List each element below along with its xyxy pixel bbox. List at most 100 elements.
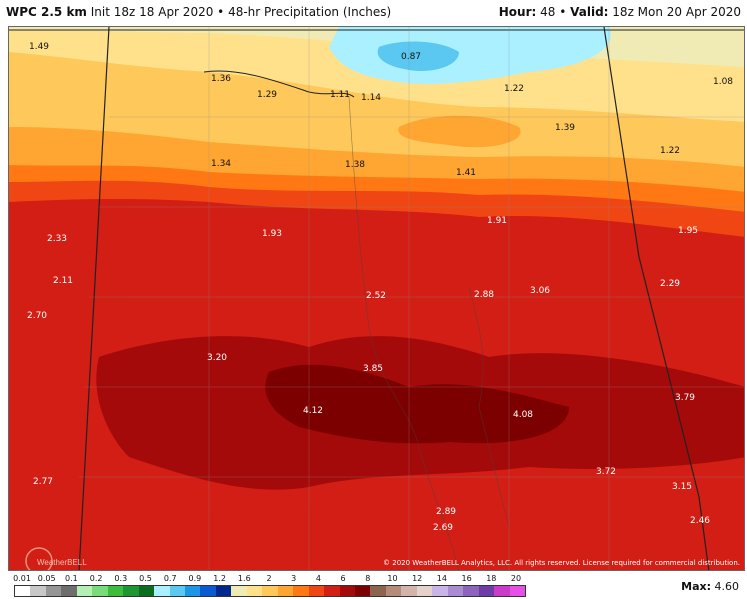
legend-tick: 10 [387,574,398,583]
value-label: 1.11 [329,90,351,100]
legend-tick: 4 [315,574,321,583]
value-label: 1.93 [261,229,283,239]
value-label: 2.69 [432,523,454,533]
legend-swatch [215,586,232,596]
model-title: WPC 2.5 km [6,5,87,19]
color-legend: 0.01 0.05 0.1 0.2 0.3 0.5 0.7 0.9 1.2 1.6 2 3 4 6 8 10 1… [13,574,526,598]
legend-tick: 6 [340,574,346,583]
legend-swatch [107,586,124,596]
value-label: 3.72 [595,467,617,477]
legend-tick: 16 [461,574,472,583]
legend-tick: 20 [510,574,522,583]
legend-swatch [200,586,216,596]
legend-tick: 1.6 [237,574,251,583]
bullet-separator: • [217,5,225,19]
legend-swatch [494,586,510,596]
value-label: 1.14 [360,93,382,103]
legend-swatch [339,586,355,596]
max-label: Max: [681,580,711,593]
legend-swatch [246,586,263,596]
init-time: Init 18z 18 Apr 2020 [90,5,214,19]
legend-swatch [385,586,402,596]
county-lines [79,27,744,570]
legend-swatch [184,586,201,596]
value-label: 1.34 [210,159,232,169]
value-label: 4.08 [512,410,534,420]
value-label: 2.29 [659,279,681,289]
legend-swatch [92,586,108,596]
value-label: 1.39 [554,123,576,133]
legend-swatch [293,586,309,596]
value-label: 1.91 [486,216,508,226]
legend-swatch [509,586,525,596]
legend-ticks: 0.01 0.05 0.1 0.2 0.3 0.5 0.7 0.9 1.2 1.6 2 3 4 6 8 10 1… [13,574,524,585]
copyright-notice: © 2020 WeatherBELL Analytics, LLC. All r… [383,559,740,567]
max-value-label: Max: 4.60 [681,580,739,593]
legend-swatch [30,586,46,596]
max-precip-core [265,364,569,444]
hour-label: Hour: [498,5,537,19]
legend-swatch [447,586,464,596]
value-label: 2.33 [46,234,68,244]
value-label: 1.38 [344,160,366,170]
bullet-separator-2: • [559,5,567,19]
legend-tick: 14 [436,574,447,583]
legend-swatch [401,586,417,596]
logo-text: WeatherBELL [37,558,87,567]
legend-tick: 8 [365,574,371,583]
header-right: Hour: 48 • Valid: 18z Mon 20 Apr 2020 [499,5,741,19]
max-value: 4.60 [714,580,740,593]
value-label: 3.79 [674,393,696,403]
value-label: 2.70 [26,311,48,321]
value-label: 1.22 [503,84,525,94]
legend-swatch [76,586,93,596]
river-alabama [468,286,510,528]
legend-swatches [14,585,526,597]
value-label: 1.08 [712,77,734,87]
value-label: 1.95 [677,226,699,236]
value-label: 1.49 [28,42,50,52]
legend-swatch [354,586,371,596]
legend-swatch [61,586,77,596]
legend-tick: 0.05 [37,574,56,583]
header-left: WPC 2.5 km Init 18z 18 Apr 2020 • 48-hr … [6,5,391,19]
blue-core [377,41,459,72]
legend-swatch [154,586,170,596]
precip-field [9,27,744,570]
value-label: 1.41 [455,168,477,178]
value-label: 1.36 [210,74,232,84]
value-label: 3.06 [529,286,551,296]
hour-value: 48 [540,5,556,19]
legend-swatch [416,586,433,596]
orange-blob [398,115,521,148]
value-label: 3.85 [362,364,384,374]
river-tombigbee [348,96,459,570]
legend-swatch [15,586,31,596]
legend-swatch [138,586,155,596]
legend-swatch [432,586,448,596]
lake-outline [203,70,355,98]
legend-tick: 18 [486,574,497,583]
value-label: 2.52 [365,291,387,301]
precip-map: 1.49 1.36 1.29 1.11 1.14 0.87 1.22 1.08 … [8,26,745,571]
legend-tick: 0.5 [139,574,152,583]
state-line-east [603,27,710,570]
legend-swatch [45,586,62,596]
legend-tick: 1.2 [213,574,226,583]
legend-tick: 0.1 [65,574,78,583]
value-label: 2.77 [32,477,54,487]
header: WPC 2.5 km Init 18z 18 Apr 2020 • 48-hr … [0,0,747,26]
state-line-west [78,27,110,570]
valid-value: 18z Mon 20 Apr 2020 [612,5,741,19]
legend-swatch [463,586,479,596]
product-name: 48-hr Precipitation (Inches) [228,5,392,19]
value-label: 3.20 [206,353,228,363]
value-label: 1.29 [256,90,278,100]
legend-tick: 0.01 [13,574,31,583]
value-label: 2.89 [435,507,457,517]
legend-swatch [277,586,294,596]
legend-swatch [169,586,185,596]
legend-swatch [262,586,278,596]
blue-low-area [329,27,611,84]
